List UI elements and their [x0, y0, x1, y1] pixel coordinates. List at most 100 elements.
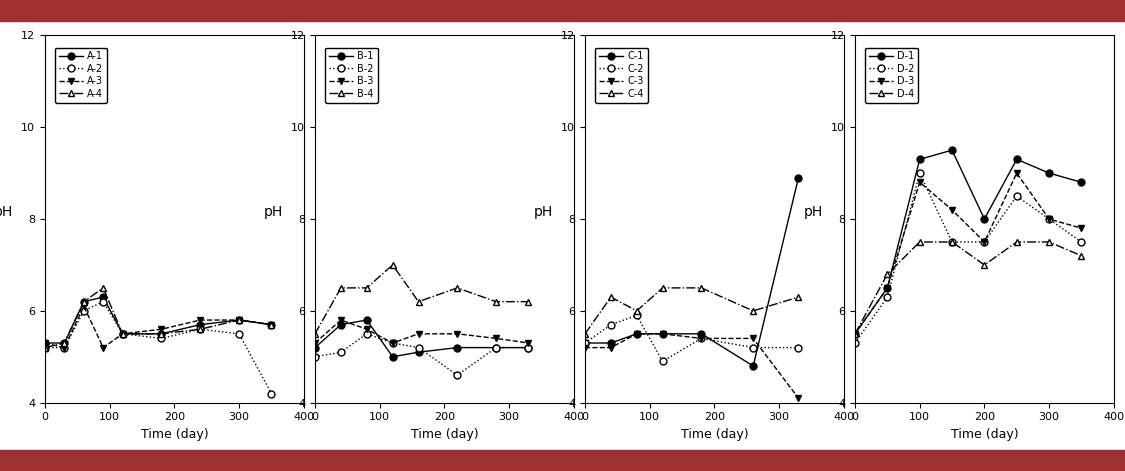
A-1 — [76, 299, 90, 305]
B-3 — [489, 335, 503, 341]
B-1 — [522, 345, 536, 350]
Line: C-4: C-4 — [582, 284, 802, 337]
C-1 — [695, 331, 709, 337]
D-1 — [881, 285, 894, 291]
Y-axis label: pH: pH — [804, 205, 824, 219]
B-1 — [308, 345, 322, 350]
A-2 — [264, 390, 278, 396]
B-4 — [412, 299, 425, 305]
B-1 — [334, 322, 348, 327]
D-4 — [1042, 239, 1055, 245]
B-4 — [308, 331, 322, 337]
Legend: A-1, A-2, A-3, A-4: A-1, A-2, A-3, A-4 — [55, 48, 107, 103]
C-3 — [578, 345, 592, 350]
D-2 — [978, 239, 991, 245]
A-4 — [38, 345, 52, 350]
D-2 — [881, 294, 894, 300]
C-3 — [604, 345, 618, 350]
A-4 — [193, 326, 207, 332]
A-3 — [232, 317, 245, 323]
A-2 — [38, 345, 52, 350]
A-4 — [57, 340, 71, 346]
A-4 — [76, 299, 90, 305]
Line: B-4: B-4 — [312, 261, 532, 337]
B-3 — [450, 331, 465, 337]
C-3 — [630, 331, 644, 337]
B-4 — [386, 262, 399, 268]
D-2 — [1074, 239, 1088, 245]
D-2 — [945, 239, 958, 245]
B-4 — [450, 285, 465, 291]
D-4 — [978, 262, 991, 268]
D-2 — [1042, 216, 1055, 222]
A-4 — [232, 317, 245, 323]
D-3 — [945, 207, 958, 213]
C-1 — [630, 331, 644, 337]
B-3 — [360, 326, 374, 332]
B-3 — [334, 317, 348, 323]
Line: C-3: C-3 — [582, 330, 802, 402]
X-axis label: Time (day): Time (day) — [411, 428, 478, 441]
C-4 — [604, 294, 618, 300]
C-3 — [792, 395, 806, 401]
D-2 — [848, 340, 862, 346]
Y-axis label: pH: pH — [534, 205, 554, 219]
B-1 — [386, 354, 399, 360]
D-3 — [1074, 226, 1088, 231]
Line: C-1: C-1 — [582, 174, 802, 369]
B-1 — [412, 349, 425, 355]
D-1 — [1074, 179, 1088, 185]
C-2 — [747, 345, 760, 350]
Line: A-2: A-2 — [42, 298, 274, 397]
B-3 — [412, 331, 425, 337]
D-4 — [1010, 239, 1024, 245]
C-1 — [747, 363, 760, 369]
D-4 — [1074, 253, 1088, 259]
C-2 — [695, 335, 709, 341]
A-2 — [57, 345, 71, 350]
A-3 — [116, 331, 129, 337]
A-3 — [154, 326, 169, 332]
D-1 — [978, 216, 991, 222]
A-3 — [57, 345, 71, 350]
Y-axis label: pH: pH — [0, 205, 14, 219]
C-4 — [630, 308, 644, 314]
C-2 — [630, 313, 644, 318]
C-3 — [695, 335, 709, 341]
D-3 — [914, 179, 927, 185]
Legend: B-1, B-2, B-3, B-4: B-1, B-2, B-3, B-4 — [325, 48, 378, 103]
X-axis label: Time (day): Time (day) — [141, 428, 208, 441]
A-3 — [97, 345, 110, 350]
C-3 — [747, 335, 760, 341]
D-4 — [914, 239, 927, 245]
D-1 — [914, 156, 927, 162]
Line: D-3: D-3 — [852, 170, 1084, 337]
B-1 — [360, 317, 374, 323]
A-1 — [154, 331, 169, 337]
D-2 — [1010, 193, 1024, 199]
C-4 — [792, 294, 806, 300]
D-3 — [1042, 216, 1055, 222]
C-2 — [578, 340, 592, 346]
D-1 — [1010, 156, 1024, 162]
B-2 — [308, 354, 322, 360]
A-4 — [97, 285, 110, 291]
Legend: D-1, D-2, D-3, D-4: D-1, D-2, D-3, D-4 — [865, 48, 918, 103]
C-4 — [578, 331, 592, 337]
C-1 — [604, 340, 618, 346]
Line: B-3: B-3 — [312, 317, 532, 347]
B-1 — [450, 345, 465, 350]
Line: B-1: B-1 — [312, 317, 532, 360]
B-3 — [522, 340, 536, 346]
A-2 — [154, 335, 169, 341]
C-4 — [747, 308, 760, 314]
C-1 — [578, 340, 592, 346]
A-3 — [38, 340, 52, 346]
B-4 — [360, 285, 374, 291]
Line: D-1: D-1 — [852, 146, 1084, 337]
C-1 — [656, 331, 669, 337]
A-2 — [97, 299, 110, 305]
B-4 — [489, 299, 503, 305]
B-2 — [489, 345, 503, 350]
D-3 — [848, 331, 862, 337]
